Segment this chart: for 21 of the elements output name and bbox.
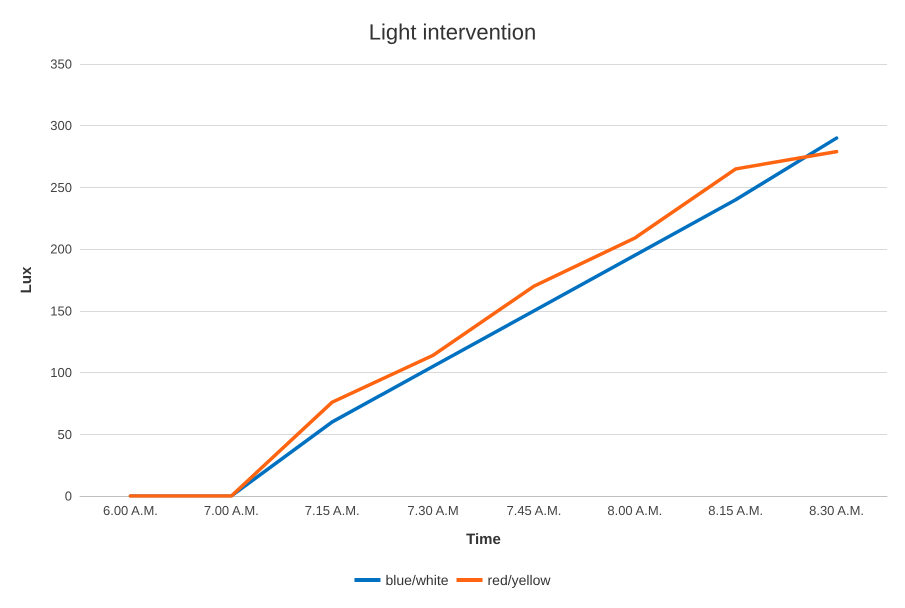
x-tick-label: 7.45 A.M. [506,503,562,518]
y-tick-label: 200 [50,242,72,257]
y-tick-label: 300 [50,118,72,134]
y-tick-label: 0 [64,488,72,504]
y-tick-label: 100 [50,365,72,380]
y-tick-label: 50 [58,426,72,442]
x-axis-title: Time [466,531,501,548]
x-tick-label: 8.15 A.M. [708,503,764,518]
y-tick-label: 150 [50,303,72,318]
y-axis-title: Lux [18,266,35,294]
x-tick-label: 8.30 A.M. [809,503,864,518]
y-tick-label: 350 [50,56,72,72]
legend-label: blue/white [385,572,449,588]
chart-title: Light intervention [368,20,536,44]
x-tick-label: 8.00 A.M. [607,503,662,518]
x-tick-label: 7.00 A.M. [204,503,259,518]
x-tick-label: 6.00 A.M. [102,503,158,518]
y-tick-label: 250 [50,180,72,195]
x-tick-label: 7.15 A.M. [304,503,360,518]
legend-label: red/yellow [488,572,552,588]
x-tick-label: 7.30 A.M [407,503,459,518]
